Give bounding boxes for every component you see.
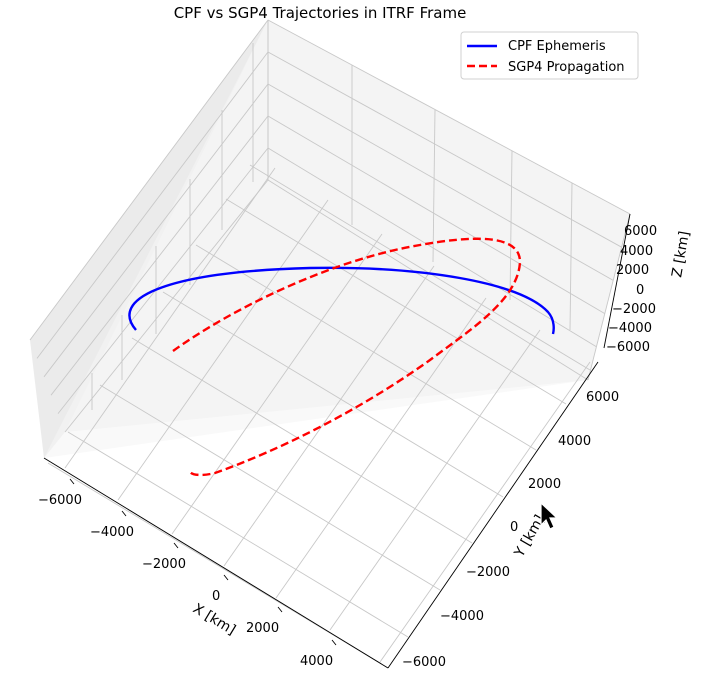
y-tick-label: −6000 [402, 655, 446, 670]
pane-floor [44, 20, 630, 458]
y-tick-label: 2000 [528, 477, 561, 492]
x-tick-label: −6000 [38, 493, 82, 508]
legend-label-cpf: CPF Ephemeris [508, 39, 606, 54]
z-tick-label: 2000 [616, 263, 649, 278]
x-tick-label: 0 [212, 589, 220, 604]
y-tick-label: −4000 [440, 609, 484, 624]
y-tick-label: 4000 [558, 434, 591, 449]
z-tick-label: −2000 [612, 302, 656, 317]
y-tick-label: −2000 [466, 565, 510, 580]
chart-title: CPF vs SGP4 Trajectories in ITRF Frame [174, 4, 467, 22]
x-tick-label: 2000 [246, 621, 279, 636]
cursor-arrow-icon [540, 501, 559, 530]
x-tick-label: 4000 [300, 654, 333, 669]
legend: CPF Ephemeris SGP4 Propagation [460, 31, 639, 80]
z-tick-label: 6000 [624, 224, 657, 239]
z-tick-label: −6000 [606, 340, 650, 355]
z-tick-label: 4000 [620, 244, 653, 259]
z-tick-label: 0 [636, 283, 644, 298]
y-tick-label: 6000 [586, 390, 619, 405]
y-axis-line [387, 361, 599, 669]
grid [29, 19, 631, 669]
z-axis-label: Z [km] [669, 230, 693, 279]
x-axis-ticks: −6000 −4000 −2000 0 2000 4000 [38, 478, 337, 669]
x-axis-label: X [km] [190, 601, 238, 639]
x-axis-line [43, 457, 389, 669]
y-tick-label: 0 [510, 520, 518, 535]
x-tick-label: −4000 [90, 525, 134, 540]
z-axis-line [603, 213, 631, 349]
x-tick-label: −2000 [142, 557, 186, 572]
z-axis-ticks: −6000 −4000 −2000 0 2000 4000 6000 [606, 224, 657, 355]
y-axis-ticks: −6000 −4000 −2000 0 2000 4000 6000 [402, 390, 619, 670]
cpf-trajectory [128, 266, 555, 335]
sgp4-trajectory [172, 237, 522, 477]
legend-label-sgp4: SGP4 Propagation [508, 60, 625, 75]
z-tick-label: −4000 [608, 321, 652, 336]
